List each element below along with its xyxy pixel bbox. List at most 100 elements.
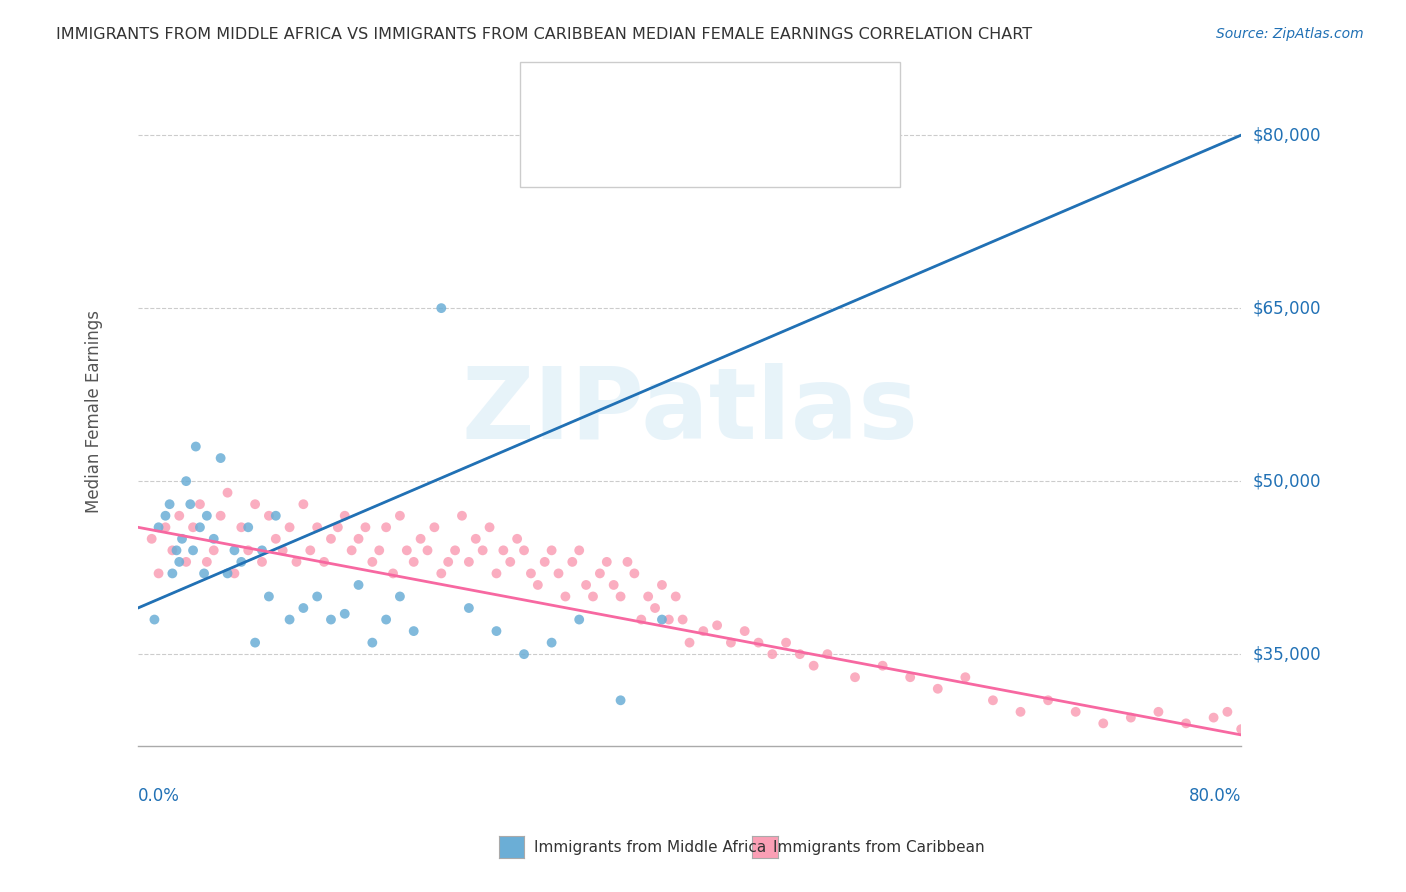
Point (444, 543, 467, 558)
Point (347, 532, 370, 546)
Point (159, 497, 181, 511)
Point (243, 497, 266, 511)
Point (166, 543, 188, 558)
Point (437, 555, 460, 569)
Point (457, 601, 479, 615)
Point (224, 543, 246, 558)
Point (596, 555, 619, 569)
Point (375, 520, 398, 534)
Point (540, 543, 562, 558)
Point (789, 647, 811, 661)
Point (209, 451, 232, 466)
Point (844, 670, 866, 684)
Text: $65,000: $65,000 (1253, 299, 1320, 318)
Point (278, 520, 301, 534)
Point (347, 578, 370, 592)
Point (209, 508, 232, 523)
Point (747, 635, 769, 649)
Point (602, 578, 624, 592)
Point (775, 635, 797, 649)
Point (181, 543, 204, 558)
Point (292, 497, 315, 511)
Point (1216, 705, 1239, 719)
Point (1147, 705, 1170, 719)
Point (609, 693, 631, 707)
Point (547, 566, 569, 581)
Point (409, 532, 432, 546)
Point (285, 555, 308, 569)
Text: ZIPatlas: ZIPatlas (461, 363, 918, 460)
Point (181, 520, 204, 534)
Point (506, 532, 529, 546)
Point (485, 566, 508, 581)
Point (264, 508, 287, 523)
Point (184, 440, 207, 454)
Point (1202, 710, 1225, 724)
Point (162, 543, 184, 558)
Point (388, 508, 411, 523)
Point (217, 485, 239, 500)
Point (333, 508, 356, 523)
Point (271, 543, 294, 558)
Point (243, 635, 266, 649)
Point (651, 578, 673, 592)
Point (148, 520, 170, 534)
Text: 80.0%: 80.0% (1189, 787, 1241, 805)
Point (520, 566, 543, 581)
Point (817, 647, 839, 661)
Point (540, 635, 562, 649)
Point (1010, 705, 1032, 719)
Point (224, 566, 246, 581)
Point (292, 601, 315, 615)
Point (1175, 716, 1198, 731)
Text: IMMIGRANTS FROM MIDDLE AFRICA VS IMMIGRANTS FROM CARIBBEAN MEDIAN FEMALE EARNING: IMMIGRANTS FROM MIDDLE AFRICA VS IMMIGRA… (56, 27, 1032, 42)
Point (478, 520, 501, 534)
Point (340, 543, 363, 558)
Point (872, 658, 894, 673)
Point (561, 555, 583, 569)
Point (202, 532, 225, 546)
Point (692, 624, 714, 638)
Point (368, 543, 391, 558)
Point (188, 520, 211, 534)
Point (423, 520, 446, 534)
Point (307, 590, 329, 604)
Point (250, 543, 273, 558)
Point (382, 566, 405, 581)
Point (430, 301, 453, 315)
Point (319, 613, 342, 627)
Point (898, 670, 921, 684)
Point (307, 520, 329, 534)
Point (1119, 710, 1142, 724)
Point (485, 624, 508, 638)
Point (554, 590, 576, 604)
Point (430, 566, 453, 581)
Point (155, 508, 177, 523)
Point (568, 613, 591, 627)
Point (492, 543, 515, 558)
Point (1092, 716, 1115, 731)
Point (217, 566, 239, 581)
Text: 0.0%: 0.0% (138, 787, 180, 805)
Point (148, 566, 170, 581)
Point (312, 555, 335, 569)
Point (416, 543, 439, 558)
Text: R =  -0.568   N =  145: R = -0.568 N = 145 (555, 122, 724, 136)
Text: $80,000: $80,000 (1253, 126, 1320, 145)
Point (533, 555, 555, 569)
Point (402, 624, 425, 638)
Point (174, 474, 197, 488)
Point (238, 543, 260, 558)
Point (1064, 705, 1087, 719)
Point (361, 555, 384, 569)
Point (665, 590, 688, 604)
Point (179, 497, 201, 511)
Point (162, 566, 184, 581)
Point (278, 613, 301, 627)
Point (720, 635, 742, 649)
Point (575, 578, 598, 592)
Point (167, 508, 190, 523)
Point (644, 601, 666, 615)
Point (202, 543, 225, 558)
Point (927, 681, 949, 696)
